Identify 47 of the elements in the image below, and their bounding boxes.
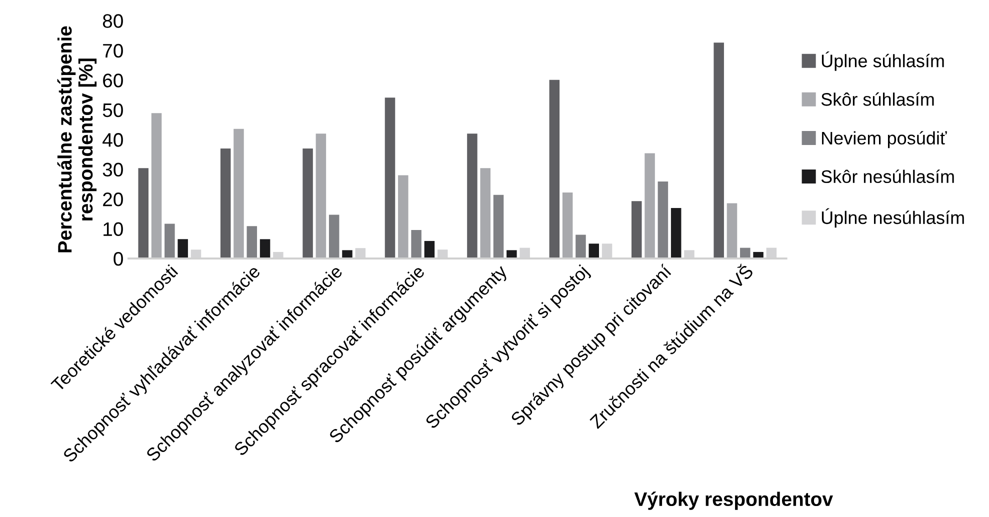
y-tick-label: 70: [103, 44, 123, 58]
bar: [151, 113, 162, 258]
bar: [588, 244, 600, 258]
legend-label: Skôr súhlasím: [821, 92, 934, 106]
y-axis-title: Percentuálne zastúpenie respondentov [%]: [57, 26, 97, 252]
bar: [164, 224, 175, 258]
bar: [342, 250, 352, 258]
bar: [644, 153, 655, 258]
bar: [246, 226, 258, 258]
y-tick-label: 50: [102, 103, 123, 118]
bar: [234, 128, 244, 258]
bar: [467, 134, 478, 258]
legend-label: Úplne nesúhlasím: [822, 208, 964, 228]
y-tick-label: 10: [104, 222, 123, 236]
bar: [506, 250, 517, 258]
y-tick-label: 80: [102, 14, 123, 28]
bar: [562, 192, 573, 258]
bar: [670, 208, 682, 258]
bar: [424, 240, 435, 258]
bar: [549, 80, 560, 258]
legend-label: Skôr nesúhlasím: [821, 170, 954, 184]
bar: [398, 175, 408, 258]
y-tick-label: 20: [103, 192, 123, 206]
bar: [576, 234, 586, 258]
x-axis-title: Výroky respondentov: [634, 492, 833, 510]
bar: [493, 194, 504, 258]
y-tick-label: 60: [103, 74, 123, 88]
y-tick-label: 0: [114, 252, 123, 266]
legend-label: Neviem posúdiť: [822, 131, 947, 148]
bar: [260, 239, 270, 258]
legend-label: Úplne súhlasím: [822, 52, 944, 71]
bar: [302, 148, 313, 258]
bar: [411, 230, 422, 258]
y-tick-label: 30: [102, 162, 123, 177]
bar: [316, 134, 326, 258]
bar: [328, 214, 340, 258]
bar: [632, 201, 642, 258]
bar: [740, 248, 750, 258]
bar: [220, 148, 231, 258]
bar: [714, 42, 724, 258]
bar: [658, 182, 668, 258]
bar: [726, 203, 738, 258]
bar: [480, 168, 490, 258]
bar: [384, 98, 396, 258]
bar: [138, 168, 148, 258]
bar: [178, 239, 188, 258]
y-tick-label: 40: [102, 133, 123, 147]
